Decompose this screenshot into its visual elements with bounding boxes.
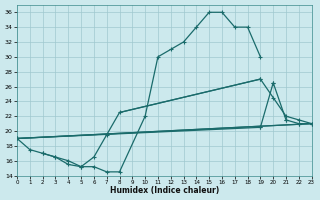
X-axis label: Humidex (Indice chaleur): Humidex (Indice chaleur) (110, 186, 219, 195)
